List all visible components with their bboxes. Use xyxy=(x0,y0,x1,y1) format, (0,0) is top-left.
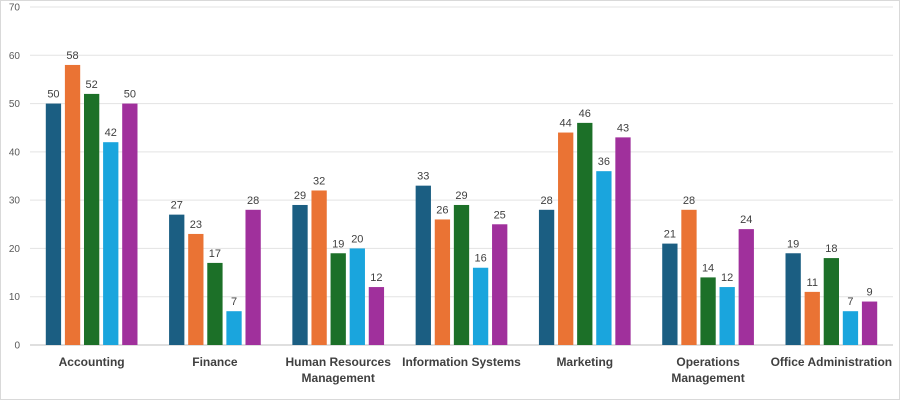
y-tick-label: 50 xyxy=(9,99,21,110)
bar xyxy=(188,233,204,345)
data-label: 50 xyxy=(124,89,136,101)
bar xyxy=(83,93,100,346)
bar xyxy=(415,185,431,345)
data-label: 12 xyxy=(721,272,733,284)
data-label: 24 xyxy=(740,214,752,226)
x-category-label: Information Systems xyxy=(402,355,521,369)
bar xyxy=(538,209,555,345)
y-tick-label: 0 xyxy=(14,341,20,352)
bar xyxy=(700,277,716,345)
data-label: 28 xyxy=(247,195,259,207)
data-label: 27 xyxy=(171,200,183,212)
data-label: 58 xyxy=(66,50,78,62)
bar xyxy=(169,214,185,345)
bar xyxy=(861,301,878,345)
bar xyxy=(330,253,346,345)
data-label: 12 xyxy=(370,272,382,284)
data-label: 17 xyxy=(209,248,221,260)
y-tick-label: 60 xyxy=(9,51,21,62)
data-label: 33 xyxy=(417,171,429,183)
bar xyxy=(207,262,223,345)
data-label: 11 xyxy=(807,277,818,289)
data-label: 25 xyxy=(494,209,506,221)
data-label: 29 xyxy=(455,190,467,202)
x-axis: Accounting Finance Human Resources Manageme… xyxy=(59,355,893,385)
x-category-label: Human Resources xyxy=(286,355,392,369)
data-label: 43 xyxy=(617,122,629,134)
bars xyxy=(45,64,878,346)
bar xyxy=(103,142,119,345)
data-label: 20 xyxy=(351,233,363,245)
data-labels: 50 58 52 42 50 27 23 17 7 28 29 32 19 20 12 33 26 29 16 25 2… xyxy=(47,50,872,308)
bar xyxy=(719,287,735,345)
bar xyxy=(453,204,470,345)
data-label: 26 xyxy=(436,204,448,216)
bar xyxy=(226,311,242,345)
bar xyxy=(434,219,451,345)
data-label: 14 xyxy=(702,262,714,274)
data-label: 28 xyxy=(540,195,552,207)
bar xyxy=(738,229,754,345)
x-category-label: Management xyxy=(671,371,744,385)
bar xyxy=(596,171,612,345)
y-tick-label: 30 xyxy=(9,196,21,207)
bar xyxy=(577,122,593,345)
data-label: 9 xyxy=(866,287,872,299)
x-category-label: Office Administration xyxy=(771,355,893,369)
data-label: 23 xyxy=(190,219,202,231)
y-tick-label: 20 xyxy=(9,244,21,255)
data-label: 19 xyxy=(332,238,344,250)
bar xyxy=(804,291,820,345)
bar xyxy=(842,311,859,345)
y-tick-label: 10 xyxy=(9,292,21,303)
data-label: 7 xyxy=(231,296,237,308)
bar xyxy=(349,248,365,345)
bar xyxy=(558,132,574,345)
data-label: 16 xyxy=(474,253,486,265)
bar xyxy=(615,137,631,345)
x-category-label: Marketing xyxy=(556,355,613,369)
bar xyxy=(64,64,81,345)
bar xyxy=(823,258,840,345)
data-label: 18 xyxy=(825,243,837,255)
x-category-label: Operations xyxy=(676,355,740,369)
data-label: 21 xyxy=(664,229,676,241)
data-label: 52 xyxy=(86,79,98,91)
data-label: 36 xyxy=(598,156,610,168)
data-label: 46 xyxy=(579,108,591,120)
bar xyxy=(245,209,261,345)
data-label: 19 xyxy=(787,238,799,250)
bar xyxy=(292,204,308,345)
y-axis: 0 10 20 30 40 50 60 70 xyxy=(9,3,21,352)
bar xyxy=(662,243,678,345)
data-label: 7 xyxy=(847,296,853,308)
y-tick-label: 70 xyxy=(9,3,21,14)
bar xyxy=(492,224,508,345)
bar xyxy=(681,209,697,345)
data-label: 32 xyxy=(313,175,325,187)
y-tick-label: 40 xyxy=(9,147,21,158)
data-label: 50 xyxy=(47,89,59,101)
bar xyxy=(472,267,489,345)
data-label: 44 xyxy=(560,118,572,130)
bar xyxy=(785,253,801,345)
bar xyxy=(45,103,62,345)
data-label: 28 xyxy=(683,195,695,207)
bar xyxy=(122,103,138,345)
x-category-label: Accounting xyxy=(59,355,125,369)
bar xyxy=(368,287,385,345)
x-category-label: Finance xyxy=(192,355,238,369)
bar xyxy=(311,190,327,345)
data-label: 42 xyxy=(105,127,117,139)
data-label: 29 xyxy=(294,190,306,202)
x-category-label: Management xyxy=(302,371,375,385)
